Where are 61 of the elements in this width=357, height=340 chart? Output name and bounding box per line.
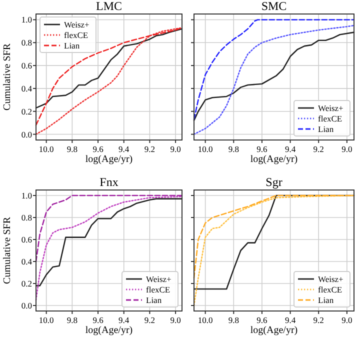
y-tick-label: 0.4 bbox=[21, 83, 33, 94]
x-axis-title: log(Age/yr) bbox=[85, 325, 133, 336]
x-tick-label: 9.2 bbox=[144, 315, 156, 325]
chart-title: SMC bbox=[261, 0, 287, 13]
x-axis-title: log(Age/yr) bbox=[85, 154, 133, 165]
legend-label: Weisz+ bbox=[146, 274, 172, 284]
y-tick-label: 0.2 bbox=[21, 106, 32, 116]
y-tick-label: 1.0 bbox=[21, 190, 32, 200]
x-tick-label: 9.8 bbox=[228, 315, 239, 325]
legend-label: flexCE bbox=[64, 30, 88, 40]
legend-label: flexCE bbox=[146, 284, 170, 294]
legend-label: flexCE bbox=[318, 114, 342, 124]
legend-label: Lian bbox=[318, 124, 334, 134]
x-tick-label: 9.6 bbox=[92, 315, 104, 325]
y-axis-title: Cumulative SFR bbox=[2, 216, 13, 284]
y-tick-label: 0.4 bbox=[21, 256, 33, 266]
legend-label: Weisz+ bbox=[64, 20, 90, 30]
y-tick-label: 0.0 bbox=[21, 300, 32, 310]
x-tick-label: 9.6 bbox=[256, 315, 268, 325]
x-tick-label: 9.2 bbox=[313, 144, 324, 154]
chart-title: Fnx bbox=[100, 175, 118, 189]
y-tick-label: 0.0 bbox=[21, 129, 32, 140]
legend-label: Weisz+ bbox=[318, 274, 344, 284]
chart-title: Sgr bbox=[266, 175, 282, 189]
x-tick-label: 10.0 bbox=[198, 315, 213, 325]
y-tick-label: 0.8 bbox=[21, 38, 32, 48]
line-series bbox=[35, 194, 183, 262]
y-tick-label: 0.6 bbox=[21, 60, 32, 71]
x-tick-label: 9.0 bbox=[170, 315, 181, 325]
x-tick-label: 9.8 bbox=[66, 315, 78, 325]
x-tick-label: 10.0 bbox=[38, 144, 54, 154]
x-tick-label: 9.6 bbox=[256, 144, 268, 154]
x-tick-label: 9.2 bbox=[144, 144, 156, 154]
legend-label: Lian bbox=[318, 295, 334, 305]
x-tick-label: 9.6 bbox=[92, 144, 104, 154]
legend-label: flexCE bbox=[318, 284, 342, 294]
legend-label: Lian bbox=[64, 40, 80, 50]
x-tick-label: 9.0 bbox=[342, 144, 352, 154]
x-tick-label: 9.4 bbox=[284, 144, 296, 154]
y-tick-label: 0.2 bbox=[21, 278, 32, 288]
legend-label: Lian bbox=[146, 295, 162, 305]
x-tick-label: 9.4 bbox=[118, 315, 130, 325]
line-series bbox=[35, 198, 183, 286]
chart-title: LMC bbox=[96, 0, 122, 13]
y-tick-label: 0.8 bbox=[21, 212, 32, 222]
x-tick-label: 9.8 bbox=[66, 144, 78, 154]
x-tick-label: 9.0 bbox=[170, 144, 181, 154]
y-tick-label: 0.6 bbox=[21, 234, 32, 244]
x-axis-title: log(Age/yr) bbox=[250, 154, 298, 165]
x-tick-label: 9.8 bbox=[228, 144, 239, 154]
x-axis-title: log(Age/yr) bbox=[250, 325, 298, 336]
y-tick-label: 1.0 bbox=[21, 14, 32, 25]
line-series bbox=[35, 28, 183, 109]
x-tick-label: 9.4 bbox=[284, 315, 296, 325]
x-tick-label: 9.0 bbox=[342, 315, 352, 325]
legend-label: Weisz+ bbox=[318, 103, 344, 113]
x-tick-label: 9.2 bbox=[313, 315, 324, 325]
x-tick-label: 9.4 bbox=[118, 144, 130, 154]
x-tick-label: 10.0 bbox=[38, 315, 54, 325]
x-tick-label: 10.0 bbox=[198, 144, 213, 154]
y-axis-title: Cumulative SFR bbox=[2, 43, 13, 110]
